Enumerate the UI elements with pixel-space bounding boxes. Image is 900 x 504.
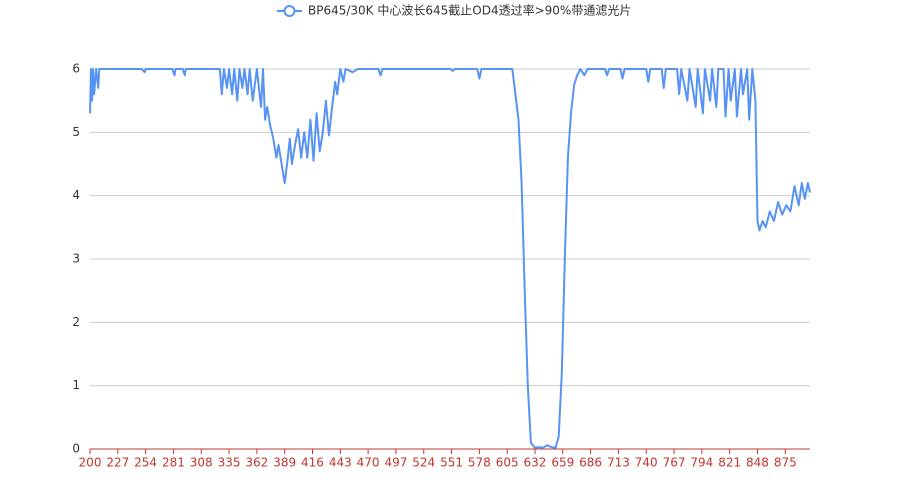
x-tick-label: 524: [412, 456, 435, 470]
x-tick-label: 875: [774, 456, 797, 470]
x-tick-label: 281: [162, 456, 185, 470]
x-tick-label: 335: [218, 456, 241, 470]
y-tick-label: 0: [72, 442, 80, 456]
x-tick-label: 794: [690, 456, 713, 470]
y-tick-label: 3: [72, 252, 80, 266]
x-tick-label: 659: [551, 456, 574, 470]
y-tick-label: 6: [72, 62, 80, 76]
y-tick-label: 4: [72, 188, 80, 202]
x-tick-label: 578: [468, 456, 491, 470]
x-tick-label: 227: [106, 456, 129, 470]
x-tick-label: 686: [579, 456, 602, 470]
x-tick-label: 389: [273, 456, 296, 470]
x-tick-label: 605: [496, 456, 519, 470]
y-tick-label: 2: [72, 315, 80, 329]
x-tick-label: 632: [524, 456, 547, 470]
x-tick-label: 713: [607, 456, 630, 470]
x-tick-label: 848: [746, 456, 769, 470]
y-tick-label: 5: [72, 125, 80, 139]
x-tick-label: 200: [79, 456, 102, 470]
x-tick-label: 416: [301, 456, 324, 470]
x-tick-label: 767: [663, 456, 686, 470]
x-tick-label: 497: [384, 456, 407, 470]
x-tick-label: 551: [440, 456, 463, 470]
x-tick-label: 443: [329, 456, 352, 470]
x-tick-label: 308: [190, 456, 213, 470]
series-line: [89, 68, 811, 449]
x-tick-label: 740: [635, 456, 658, 470]
y-tick-label: 1: [72, 378, 80, 392]
x-tick-label: 470: [357, 456, 380, 470]
legend-label: BP645/30K 中心波长645截止OD4透过率>90%带通滤光片: [308, 3, 631, 18]
x-tick-label: 821: [718, 456, 741, 470]
legend-icon: [283, 5, 296, 17]
x-tick-label: 362: [245, 456, 268, 470]
x-tick-label: 254: [134, 456, 157, 470]
